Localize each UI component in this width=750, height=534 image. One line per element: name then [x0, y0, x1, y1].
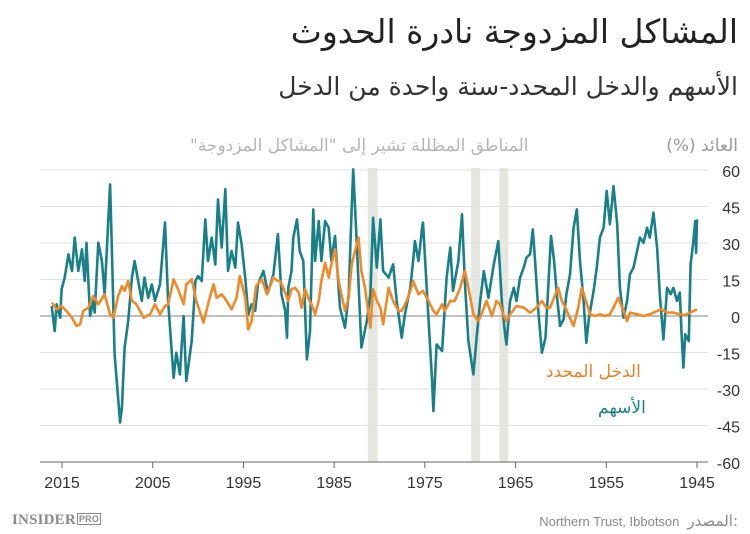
chart-subtitle: الأسهم والدخل المحدد-سنة واحدة من الدخل	[278, 72, 738, 101]
legend-fixed-income: الدخل المحدد	[546, 362, 641, 382]
y-tick-label: 15	[722, 274, 740, 291]
x-tick-label: 1965	[498, 475, 534, 492]
y-tick-label: -45	[717, 420, 740, 437]
y-tick-label: -15	[717, 347, 740, 364]
x-tick-label: 1975	[407, 475, 443, 492]
legend-stocks: الأسهم	[598, 398, 646, 418]
x-tick-label: 2005	[135, 475, 171, 492]
source-credit: Northern Trust, Ibbotson المصدر:	[539, 512, 738, 530]
chart-title: المشاكل المزدوجة نادرة الحدوث	[290, 12, 738, 51]
source-text: Northern Trust, Ibbotson	[539, 514, 680, 529]
x-tick-label: 1995	[226, 475, 262, 492]
y-tick-label: -30	[717, 383, 740, 400]
shading-annotation: المناطق المظللة تشير إلى "المشاكل المزدو…	[190, 136, 529, 156]
y-tick-label: -60	[717, 456, 740, 473]
y-tick-label: 60	[722, 164, 740, 181]
y-axis-label: العائد (%)	[666, 136, 738, 156]
source-label: المصدر:	[687, 512, 738, 530]
x-tick-label: 2015	[44, 475, 80, 492]
x-tick-label: 1985	[316, 475, 352, 492]
x-tick-label: 1955	[588, 475, 624, 492]
insider-pro-logo: INSIDER PRO	[12, 512, 102, 528]
series-stocks-line	[50, 168, 699, 424]
shaded-period	[471, 168, 481, 462]
series-fixed-income-line	[50, 236, 698, 331]
y-tick-label: 45	[722, 201, 740, 218]
y-tick-label: 30	[722, 237, 740, 254]
x-tick-label: 1945	[679, 475, 715, 492]
shaded-period	[367, 168, 378, 462]
y-tick-label: 0	[731, 310, 740, 327]
